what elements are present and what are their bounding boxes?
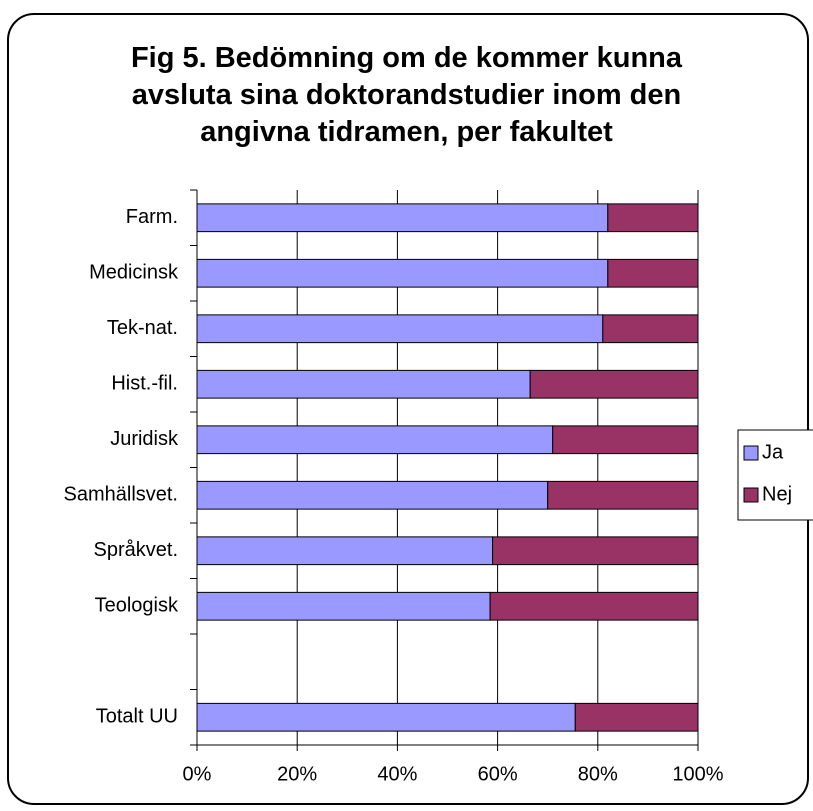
bar-segment [489, 591, 699, 621]
x-tick-label: 100% [672, 763, 723, 785]
bar-segment [574, 702, 699, 732]
bar-segment [547, 480, 699, 510]
bar-segment [602, 314, 699, 344]
bar-segment [196, 480, 549, 510]
x-tick-label: 80% [578, 763, 618, 785]
bar-segment [529, 369, 699, 399]
x-tick-label: 20% [277, 763, 317, 785]
y-tick-label: Medicinsk [89, 262, 179, 284]
chart-title: Fig 5. Bedömning om de kommer kunna avsl… [130, 42, 683, 148]
bar-segment [196, 536, 494, 566]
legend-label: Nej [762, 483, 792, 505]
bar-segment [607, 203, 699, 233]
x-tick-label: 40% [377, 763, 417, 785]
bar-segment [607, 258, 699, 288]
x-tick-label: 60% [478, 763, 518, 785]
y-tick-label: Hist.-fil. [111, 373, 178, 395]
bar-segment [196, 314, 604, 344]
bar-segment [196, 369, 531, 399]
legend-box [737, 429, 813, 521]
legend-swatch [743, 487, 759, 503]
y-tick-label: Juridisk [110, 428, 179, 450]
legend-swatch [743, 445, 759, 461]
bar-segment [196, 425, 554, 455]
bar-segment [196, 702, 576, 732]
y-tick-label: Farm. [126, 206, 178, 228]
bar-segment [196, 591, 491, 621]
y-tick-label: Tek-nat. [107, 317, 178, 339]
bar-segment [196, 203, 609, 233]
legend-label: Ja [762, 441, 784, 463]
y-tick-label: Teologisk [95, 595, 179, 617]
bar-segment [492, 536, 699, 566]
bar-segment [196, 258, 609, 288]
bar-segment [552, 425, 699, 455]
y-tick-label: Samhällsvet. [64, 484, 179, 506]
y-tick-label: Totalt UU [96, 706, 178, 728]
x-tick-label: 0% [183, 763, 212, 785]
y-tick-label: Språkvet. [94, 539, 178, 561]
